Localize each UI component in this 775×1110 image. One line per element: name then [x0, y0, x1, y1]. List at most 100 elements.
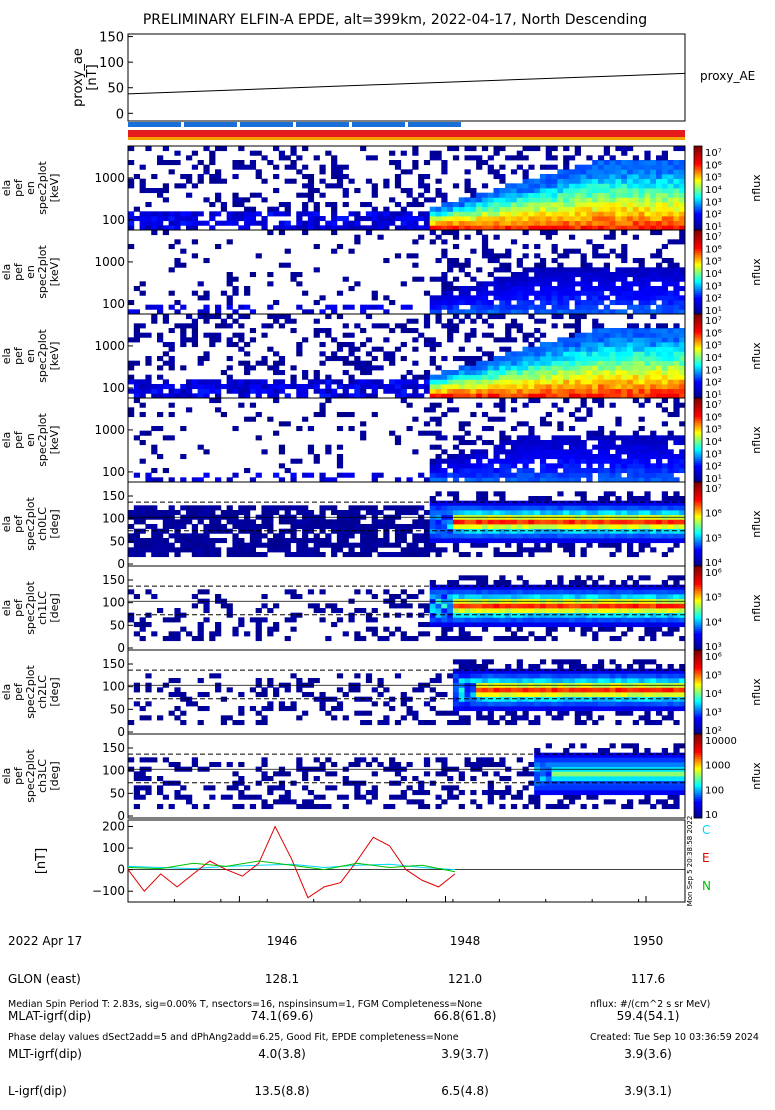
spectrogram-cell	[465, 375, 471, 380]
proxy-ae-tick-label: 150	[99, 31, 124, 46]
spectrogram-cell	[198, 160, 204, 165]
spectrogram-cell	[575, 473, 581, 478]
spectrogram-cell	[395, 552, 401, 557]
spectrogram-cell	[569, 365, 575, 370]
spectrogram-cell	[279, 449, 285, 454]
spectrogram-panel: 1000100elapefenspec2plot[keV]10⁷10⁶10⁵10…	[0, 314, 763, 401]
spectrogram-cell	[528, 202, 534, 207]
spectrogram-cell	[215, 505, 221, 510]
spectrogram-cell	[528, 305, 534, 310]
spectrogram-cell	[261, 505, 267, 510]
spectrogram-cell	[499, 636, 505, 641]
spectrogram-cell	[592, 323, 598, 328]
spectrogram-cell	[401, 533, 407, 538]
spectrogram-cell	[581, 300, 587, 305]
spectrogram-cell	[610, 235, 616, 240]
spectrogram-cell	[633, 165, 639, 170]
spectrogram-cell	[499, 207, 505, 212]
spectrogram-cell	[424, 211, 430, 216]
spectrogram-cell	[633, 463, 639, 468]
spectrogram-cell	[430, 295, 436, 300]
spectrogram-cell	[465, 575, 471, 580]
spectrogram-cell	[650, 230, 656, 235]
spectrogram-cell	[511, 202, 517, 207]
spectrogram-cell	[273, 431, 279, 436]
panel-ytick-label: 100	[102, 381, 125, 395]
spectrogram-cell	[145, 589, 151, 594]
spectrogram-cell	[256, 538, 262, 543]
spectrogram-cell	[679, 277, 685, 282]
spectrogram-cell	[441, 594, 447, 599]
spectrogram-cell	[267, 505, 273, 510]
spectrogram-cell	[552, 379, 558, 384]
spectrogram-cell	[633, 375, 639, 380]
spectrogram-cell	[534, 370, 540, 375]
spectrogram-cell	[447, 389, 453, 394]
spectrogram-cell	[546, 151, 552, 156]
spectrogram-cell	[430, 337, 436, 342]
spectrogram-cell	[476, 365, 482, 370]
spectrogram-cell	[505, 589, 511, 594]
spectrogram-cell	[273, 473, 279, 478]
spectrogram-cell	[145, 216, 151, 221]
spectrogram-cell	[395, 533, 401, 538]
spectrogram-cell	[511, 272, 517, 277]
spectrogram-cell	[145, 361, 151, 366]
spectrogram-cell	[308, 603, 314, 608]
spectrogram-cell	[615, 351, 621, 356]
spectrogram-cell	[238, 216, 244, 221]
spectrogram-cell	[505, 277, 511, 282]
spectrogram-cell	[540, 636, 546, 641]
spectrogram-cell	[604, 594, 610, 599]
spectrogram-cell	[494, 211, 500, 216]
spectrogram-cell	[482, 463, 488, 468]
spectrogram-cell	[610, 608, 616, 613]
spectrogram-cell	[395, 603, 401, 608]
spectrogram-cell	[459, 631, 465, 636]
spectrogram-cell	[430, 608, 436, 613]
spectrogram-cell	[575, 202, 581, 207]
spectrogram-cell	[581, 538, 587, 543]
spectrogram-cell	[511, 454, 517, 459]
spectrogram-cell	[528, 267, 534, 272]
spectrogram-cell	[372, 543, 378, 548]
panel-ylabel: elapefenspec2plot[keV]	[0, 413, 61, 467]
spectrogram-cell	[610, 277, 616, 282]
spectrogram-cell	[540, 188, 546, 193]
spectrogram-cell	[528, 510, 534, 515]
spectrogram-cell	[511, 505, 517, 510]
spectrogram-cell	[418, 631, 424, 636]
spectrogram-cell	[557, 384, 563, 389]
spectrogram-cell	[511, 585, 517, 590]
spectrogram-cell	[650, 454, 656, 459]
spectrogram-cell	[453, 230, 459, 235]
spectrogram-cell	[494, 445, 500, 450]
spectrogram-cell	[546, 277, 552, 282]
spectrogram-cell	[227, 272, 233, 277]
spectrogram-cell	[256, 543, 262, 548]
spectrogram-cell	[250, 543, 256, 548]
spectrogram-cell	[476, 375, 482, 380]
spectrogram-cell	[296, 594, 302, 599]
spectrogram-cell	[598, 603, 604, 608]
spectrogram-cell	[569, 216, 575, 221]
spectrogram-cell	[627, 459, 633, 464]
spectrogram-cell	[436, 342, 442, 347]
spectrogram-cell	[563, 193, 569, 198]
panel-ytick-label: 100	[102, 465, 125, 479]
spectrogram-cell	[621, 468, 627, 473]
spectrogram-cell	[308, 197, 314, 202]
spectrogram-cell	[546, 547, 552, 552]
spectrogram-cell	[673, 267, 679, 272]
spectrogram-cell	[656, 468, 662, 473]
spectrogram-cell	[673, 361, 679, 366]
spectrogram-cell	[331, 505, 337, 510]
spectrogram-cell	[430, 384, 436, 389]
spectrogram-cell	[476, 491, 482, 496]
spectrogram-cell	[441, 300, 447, 305]
spectrogram-cell	[180, 538, 186, 543]
spectrogram-cell	[621, 253, 627, 258]
spectrogram-cell	[557, 197, 563, 202]
spectrogram-cell	[343, 524, 349, 529]
spectrogram-cell	[296, 459, 302, 464]
